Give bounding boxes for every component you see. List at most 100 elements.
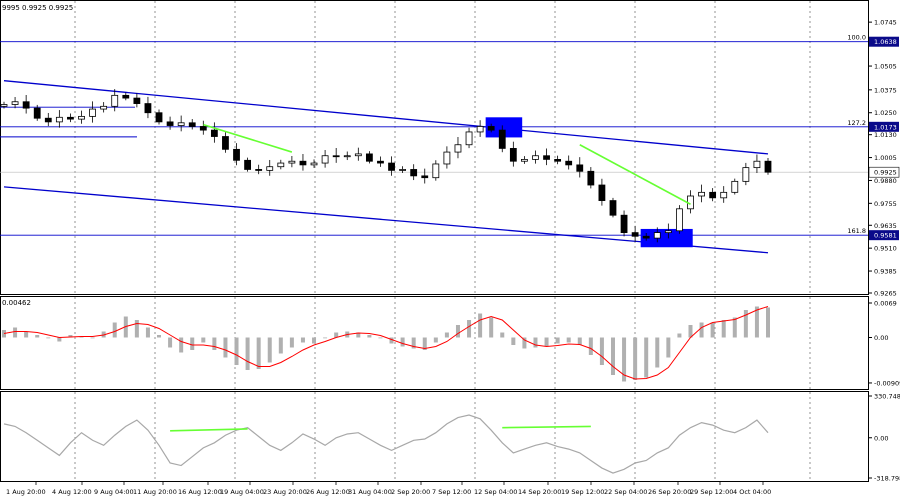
macd-bar — [533, 337, 538, 348]
candle-body — [111, 94, 119, 107]
macd-bar — [389, 337, 394, 344]
macd-bar — [566, 337, 571, 343]
candle-body — [244, 159, 251, 170]
macd-bar — [223, 337, 228, 358]
macd-tick-label: 0.00 — [874, 334, 888, 342]
candle-body — [188, 122, 196, 127]
macd-bar — [112, 322, 117, 338]
candle-body — [509, 148, 517, 162]
macd-bar — [732, 317, 737, 338]
macd-bar — [511, 337, 516, 345]
price-tick-label: 0.9265 — [874, 290, 897, 298]
time-label: 31 Aug 04:00 — [348, 488, 392, 496]
candle-body — [443, 151, 451, 165]
cci-divergence-line — [502, 425, 591, 429]
macd-bar — [2, 330, 6, 338]
macd-tick-label: -0.00909 — [874, 379, 900, 387]
candle-body — [653, 232, 661, 239]
candle-body — [731, 180, 739, 193]
price-tick-label: 1.0745 — [874, 19, 897, 27]
macd-bar — [267, 337, 272, 363]
candle-body — [543, 155, 550, 160]
candle-body — [33, 107, 41, 119]
divergence-line — [579, 144, 691, 205]
macd-bar — [633, 337, 638, 380]
fib-level-label: 100.0 — [847, 34, 866, 42]
macd-bar — [57, 337, 62, 342]
candle-body — [321, 155, 329, 164]
macd-bar — [356, 332, 361, 338]
macd-bar — [766, 307, 770, 338]
candle-body — [532, 155, 539, 160]
time-label: 19 Sep 12:00 — [561, 488, 604, 496]
cci-pane: 330.7482 0.00 -318.798 — [0, 391, 900, 483]
candle-body — [22, 101, 30, 109]
macd-bar — [743, 310, 748, 338]
candle-body — [299, 160, 307, 166]
macd-bar — [588, 337, 593, 355]
cci-divergence-line — [170, 428, 248, 432]
candle-body — [365, 153, 373, 162]
price-tick-label: 1.0505 — [874, 63, 897, 71]
macd-bar — [179, 337, 184, 353]
macd-bar — [300, 337, 305, 343]
macd-bar — [145, 327, 150, 338]
candle-body — [222, 136, 229, 150]
candle-body — [709, 191, 717, 199]
cci-tick-label: 330.7482 — [874, 393, 900, 401]
candle-body — [388, 162, 395, 171]
candle-body — [332, 155, 340, 158]
candle-body — [565, 160, 573, 166]
price-tick-label: 1.0250 — [874, 109, 897, 117]
candle-body — [764, 160, 772, 173]
macd-bar — [422, 337, 427, 350]
macd-bar — [699, 322, 704, 338]
time-label: 4 Aug 12:00 — [52, 488, 92, 496]
macd-bar — [13, 327, 18, 338]
macd-bar — [289, 337, 294, 348]
macd-bar — [378, 337, 383, 339]
macd-bar — [610, 337, 615, 375]
candle-body — [255, 169, 263, 171]
macd-bar — [35, 335, 40, 338]
price-tick-label: 0.9385 — [874, 268, 897, 276]
fib-price-tag-label: 0.9581 — [874, 232, 897, 240]
time-label: 7 Sep 12:00 — [432, 488, 471, 496]
cci-tick-label: 0.00 — [874, 434, 888, 442]
candle-body — [100, 105, 108, 110]
candle-body — [0, 104, 8, 107]
macd-bar — [68, 335, 73, 338]
macd-bar — [245, 337, 250, 370]
macd-bar — [555, 337, 560, 344]
macd-bar — [323, 337, 328, 339]
macd-tick-label: 0.0069 — [874, 300, 897, 308]
current-price-tag — [868, 166, 900, 178]
price-tick-label: 1.0130 — [874, 131, 897, 139]
macd-bar — [46, 337, 51, 339]
candle-body — [753, 160, 761, 169]
macd-bar — [312, 337, 317, 344]
candle-body — [399, 169, 407, 171]
macd-pane: 0.0069 0.00 -0.00909 0.00462 — [0, 296, 900, 390]
time-label: 14 Sep 20:00 — [518, 488, 561, 496]
macd-bar — [367, 335, 372, 338]
candle-body — [521, 158, 528, 162]
fib-level-label: 161.8 — [847, 227, 866, 235]
candle-body — [44, 117, 52, 123]
candle-body — [487, 126, 495, 131]
macd-signal-line — [3, 306, 769, 380]
macd-bar — [400, 337, 405, 347]
time-label: 23 Aug 20:00 — [263, 488, 307, 496]
macd-bar — [157, 335, 162, 338]
candle-body — [554, 158, 562, 162]
macd-bar — [334, 332, 339, 338]
time-label: 1 Aug 20:00 — [6, 488, 46, 496]
candle-body — [144, 103, 152, 114]
macd-bar — [522, 337, 527, 349]
candle-body — [166, 121, 174, 126]
candle-body — [233, 148, 240, 161]
time-axis: 1 Aug 20:00 4 Aug 12:00 9 Aug 04:00 11 Aug … — [6, 481, 771, 496]
macd-bar — [644, 337, 649, 378]
price-tick-label: 1.0005 — [874, 154, 897, 162]
